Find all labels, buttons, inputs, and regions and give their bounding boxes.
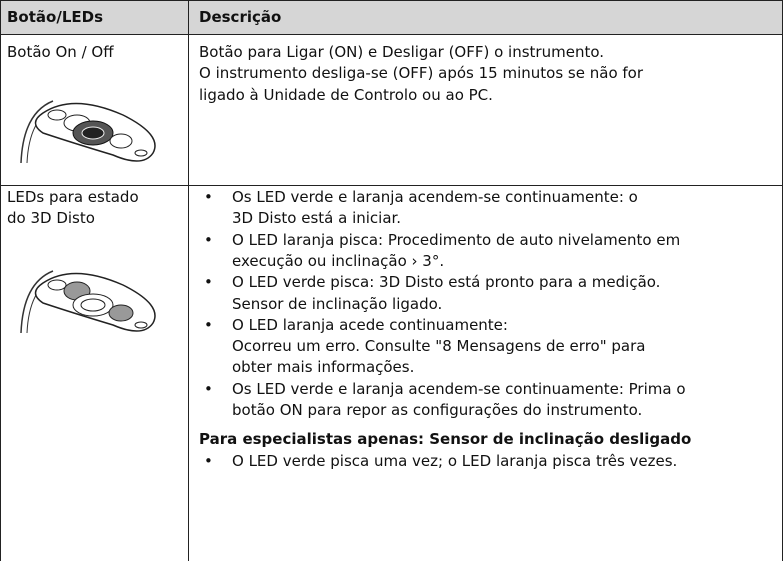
bullet: • bbox=[204, 315, 213, 334]
header-cell: Descrição bbox=[199, 8, 282, 26]
description-line: Botão para Ligar (ON) e Desligar (OFF) o… bbox=[199, 43, 605, 61]
bullet-line: Ocorreu um erro. Consulte "8 Mensagens d… bbox=[232, 337, 646, 356]
bullet-line: O LED laranja pisca: Procedimento de aut… bbox=[232, 230, 681, 249]
bullet: • bbox=[204, 230, 213, 249]
bullet: • bbox=[204, 379, 213, 398]
bullet: • bbox=[204, 451, 213, 470]
bullet-line: Os LED verde e laranja acendem-se contin… bbox=[232, 188, 638, 206]
bullet-line: O LED verde pisca: 3D Disto está pronto … bbox=[232, 273, 661, 292]
description-line: ligado à Unidade de Controlo ou ao PC. bbox=[199, 85, 493, 104]
row-divider bbox=[1, 185, 782, 186]
description-line: O instrumento desliga-se (OFF) após 15 m… bbox=[199, 64, 644, 83]
row-label: LEDs para estado bbox=[7, 188, 139, 206]
row-label: Botão On / Off bbox=[7, 43, 114, 61]
led-icon bbox=[20, 270, 156, 334]
subheading: Para especialistas apenas: Sensor de inc… bbox=[199, 430, 692, 449]
button-icon bbox=[20, 100, 156, 164]
bullet-line: O LED verde pisca uma vez; o LED laranja… bbox=[232, 451, 678, 470]
column-divider bbox=[188, 1, 189, 561]
bullet-line: O LED laranja acede continuamente: bbox=[232, 315, 508, 334]
bullet-line: obter mais informações. bbox=[232, 358, 415, 377]
bullet-line: Os LED verde e laranja acendem-se contin… bbox=[232, 379, 686, 398]
bullet-line: botão ON para repor as configurações do … bbox=[232, 401, 643, 419]
header-cell: Botão/LEDs bbox=[7, 8, 103, 26]
table-header: Botão/LEDs Descrição bbox=[1, 1, 782, 35]
bullet: • bbox=[204, 188, 213, 206]
bullet-line: 3D Disto está a iniciar. bbox=[232, 209, 402, 228]
bullet-line: execução ou inclinação › 3°. bbox=[232, 251, 445, 270]
row-label: do 3D Disto bbox=[7, 209, 95, 228]
bullet: • bbox=[204, 273, 213, 292]
bullet-line: Sensor de inclinação ligado. bbox=[232, 294, 443, 313]
